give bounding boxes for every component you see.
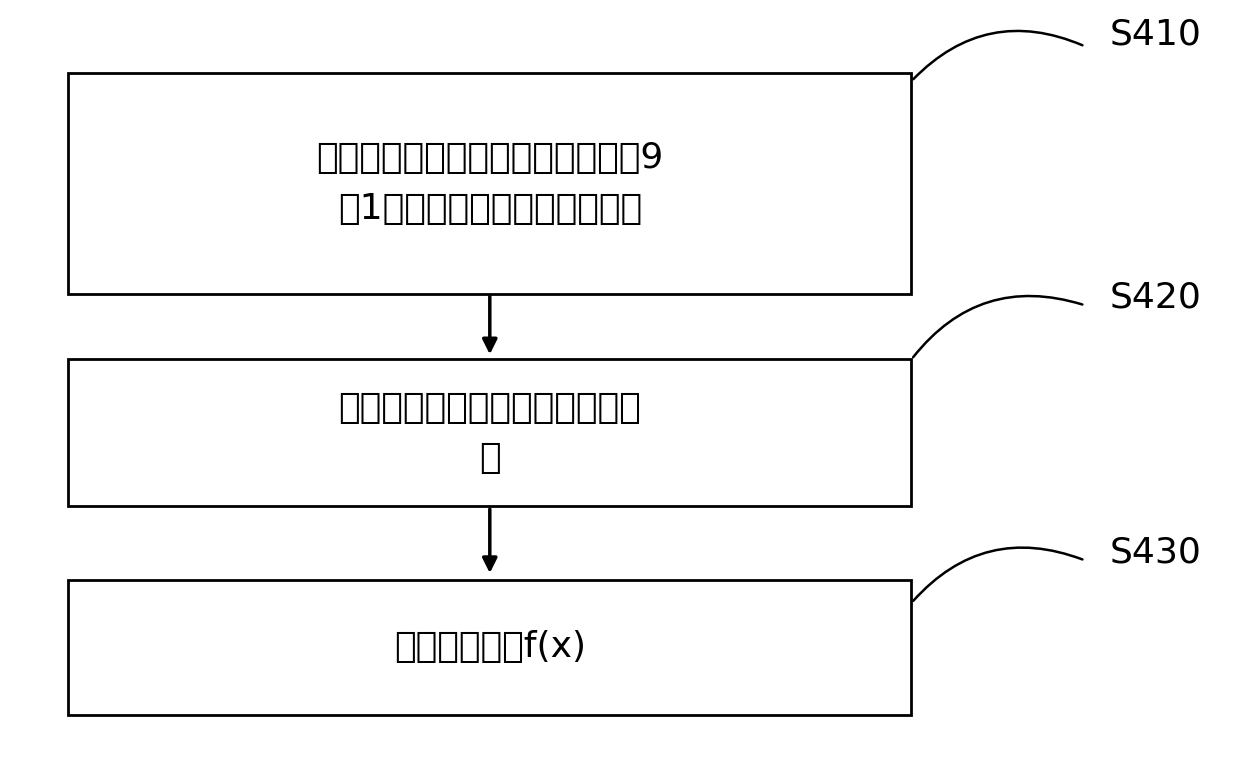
FancyBboxPatch shape [68,359,911,506]
FancyArrowPatch shape [914,31,1083,79]
FancyArrowPatch shape [913,547,1083,601]
Text: S430: S430 [1110,536,1202,570]
FancyBboxPatch shape [68,580,911,715]
Text: S410: S410 [1110,18,1202,52]
Text: 以训练样本数据集与测试样本集为9
：1的比例选择训练样本数据集: 以训练样本数据集与测试样本集为9 ：1的比例选择训练样本数据集 [316,141,663,226]
Text: S420: S420 [1110,281,1202,315]
FancyArrowPatch shape [913,296,1083,357]
Text: 根据训练样本数据集得到树的集
合: 根据训练样本数据集得到树的集 合 [339,391,641,475]
Text: 输出强学习器f(x): 输出强学习器f(x) [394,631,585,664]
FancyBboxPatch shape [68,73,911,294]
